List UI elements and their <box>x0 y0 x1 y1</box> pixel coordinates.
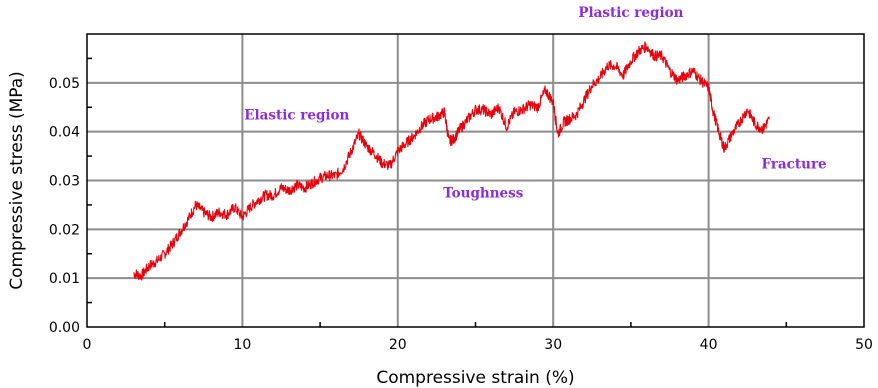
annotation-label: Plastic region <box>578 5 683 21</box>
y-tick-label: 0.05 <box>49 76 80 92</box>
series-layer <box>133 41 770 281</box>
annotation-label: Elastic region <box>244 107 349 123</box>
x-tick-label: 50 <box>855 337 873 353</box>
y-tick-label: 0.03 <box>49 174 80 190</box>
x-tick-label: 30 <box>544 337 562 353</box>
y-tick-label: 0.04 <box>49 125 80 141</box>
stress-strain-series-line <box>133 41 770 281</box>
x-axis-title: Compressive strain (%) <box>376 368 574 388</box>
x-tick-label: 20 <box>389 337 407 353</box>
y-tick-label: 0.00 <box>49 320 80 336</box>
y-tick-label: 0.02 <box>49 222 80 238</box>
x-tick-labels: 0 10 20 30 40 50 <box>83 337 873 353</box>
minor-ticks <box>87 57 788 327</box>
x-tick-label: 40 <box>700 337 718 353</box>
x-tick-label: 0 <box>83 337 92 353</box>
x-tick-label: 10 <box>233 337 251 353</box>
y-tick-label: 0.01 <box>49 271 80 287</box>
y-axis-title: Compressive stress (MPa) <box>7 71 27 290</box>
plot-frame <box>86 33 865 328</box>
annotation-label: Fracture <box>761 156 826 172</box>
annotation-label: Toughness <box>443 186 524 202</box>
annotations: Plastic region Elastic region Toughness Fra… <box>244 5 826 202</box>
y-tick-labels: 0.00 0.01 0.02 0.03 0.04 0.05 <box>49 76 80 336</box>
grid-lines <box>87 34 864 327</box>
